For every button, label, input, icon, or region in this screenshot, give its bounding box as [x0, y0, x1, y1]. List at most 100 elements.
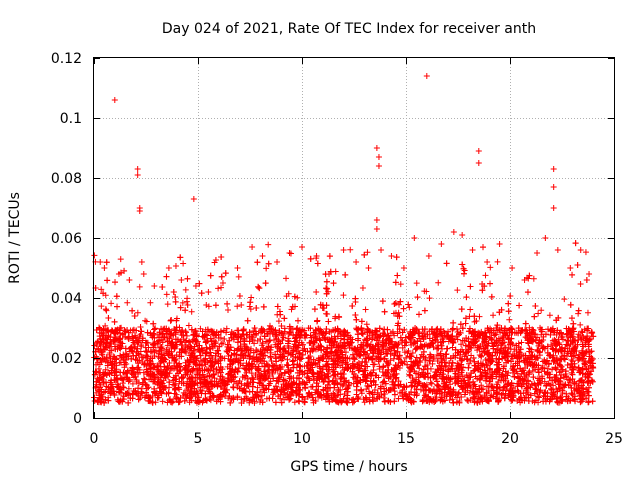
scatter-point [516, 302, 523, 309]
scatter-point [561, 296, 568, 303]
scatter-point [198, 290, 205, 297]
scatter-point [568, 315, 575, 322]
scatter-point [482, 272, 489, 279]
scatter-point [577, 321, 584, 328]
scatter-point [94, 345, 101, 352]
scatter-point [183, 337, 190, 344]
scatter-point [578, 335, 585, 342]
scatter-point [183, 332, 190, 339]
scatter-point [102, 396, 109, 403]
scatter-point [563, 390, 570, 397]
scatter-point [467, 306, 474, 313]
scatter-point [184, 295, 191, 302]
scatter-point [274, 378, 281, 385]
scatter-point [144, 329, 151, 336]
scatter-point [138, 328, 145, 335]
scatter-point [397, 281, 404, 288]
scatter-point [546, 312, 553, 319]
scatter-point [241, 382, 248, 389]
scatter-point [458, 369, 465, 376]
scatter-point [337, 335, 344, 342]
scatter-point [167, 317, 174, 324]
scatter-point [323, 358, 330, 365]
scatter-point [396, 301, 403, 308]
scatter-point [363, 386, 370, 393]
scatter-point [234, 393, 241, 400]
scatter-point [208, 327, 215, 334]
scatter-point [144, 349, 151, 356]
scatter-point [150, 344, 157, 351]
scatter-point [575, 310, 582, 317]
scatter-point [185, 322, 192, 329]
scatter-point [152, 325, 159, 332]
scatter-point [467, 357, 474, 364]
scatter-point [435, 279, 442, 286]
scatter-point [525, 275, 532, 282]
scatter-point [384, 360, 391, 367]
scatter-point [413, 280, 420, 287]
scatter-point [108, 300, 115, 307]
scatter-point [295, 317, 301, 324]
scatter-point [413, 354, 420, 361]
scatter-point [352, 295, 359, 302]
scatter-point [180, 260, 187, 267]
scatter-point [567, 301, 574, 308]
scatter-point [103, 307, 110, 314]
scatter-point [278, 357, 285, 364]
scatter-point [291, 399, 298, 406]
scatter-point [247, 379, 254, 386]
scatter-point [140, 369, 147, 376]
scatter-point [427, 351, 434, 358]
scatter-point [530, 275, 537, 282]
scatter-point [197, 358, 204, 365]
scatter-point [364, 249, 371, 256]
scatter-point [490, 312, 497, 319]
scatter-point [458, 341, 465, 348]
scatter-point [505, 308, 512, 315]
scatter-point [105, 315, 112, 322]
scatter-point [159, 284, 166, 291]
scatter-point [257, 388, 264, 395]
scatter-point [495, 342, 502, 349]
scatter-point [588, 368, 595, 375]
scatter-point [375, 374, 382, 381]
scatter-point [404, 361, 411, 368]
scatter-point [413, 345, 420, 352]
scatter-point [537, 324, 544, 331]
scatter-point [570, 320, 577, 327]
scatter-point [428, 380, 435, 387]
scatter-point [518, 382, 525, 389]
scatter-point [261, 376, 268, 383]
scatter-point [465, 346, 472, 353]
scatter-point [589, 398, 596, 405]
scatter-point [102, 366, 109, 373]
scatter-point [263, 265, 270, 272]
scatter-point [205, 303, 212, 310]
scatter-point [396, 364, 403, 371]
scatter-point [476, 351, 483, 358]
scatter-point [136, 283, 143, 290]
scatter-point [443, 260, 450, 267]
scatter-point [575, 307, 582, 314]
scatter-point [332, 315, 339, 322]
scatter-point [253, 304, 260, 311]
scatter-point [522, 320, 529, 327]
scatter-point [506, 316, 513, 323]
scatter-point [449, 396, 456, 403]
scatter-point [476, 313, 483, 320]
scatter-point [557, 362, 564, 369]
scatter-point [499, 371, 506, 378]
scatter-point [320, 378, 327, 385]
scatter-point [424, 343, 431, 350]
scatter-point [134, 309, 141, 316]
scatter-point [564, 348, 571, 355]
scatter-point [538, 307, 545, 314]
chart-title: Day 024 of 2021, Rate Of TEC Index for r… [162, 21, 536, 37]
scatter-point [147, 299, 154, 306]
scatter-point [298, 355, 305, 362]
scatter-point [526, 368, 533, 375]
scatter-point [234, 303, 241, 310]
scatter-point [321, 335, 328, 342]
scatter-point [351, 370, 358, 377]
scatter-point [392, 375, 399, 382]
